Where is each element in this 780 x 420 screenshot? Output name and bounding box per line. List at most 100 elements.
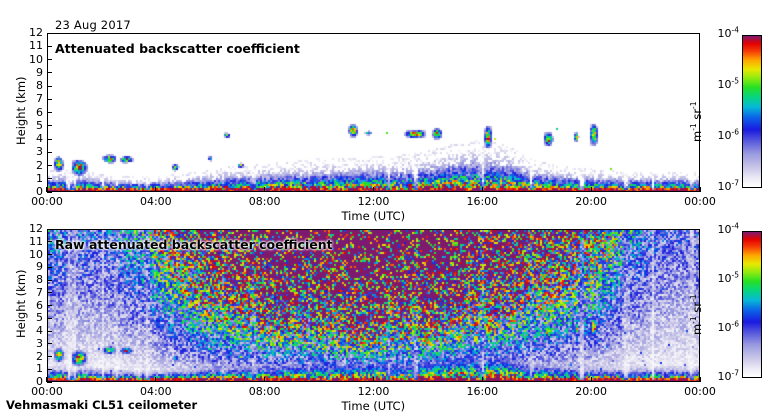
- upper-panel-heatmap: [48, 34, 699, 191]
- lower-panel-heatmap: [48, 230, 699, 381]
- x-tick-label: 16:00: [466, 195, 499, 208]
- y-tick-mark: [47, 228, 52, 230]
- lower-colorbar-unit-wrap: m-1 sr-1: [689, 294, 731, 349]
- y-tick-mark: [47, 343, 52, 345]
- x-tick-mark: [155, 187, 157, 192]
- y-tick-label: 6: [36, 298, 43, 312]
- y-tick-mark: [47, 279, 52, 281]
- y-tick-mark: [47, 356, 52, 358]
- y-tick-label: 8: [36, 273, 43, 286]
- y-tick-mark: [47, 85, 52, 87]
- y-tick-mark: [47, 266, 52, 268]
- y-tick-label: 2: [36, 349, 43, 363]
- upper-panel-x-axis-label: Time (UTC): [341, 209, 406, 223]
- y-tick-mark: [47, 125, 52, 127]
- y-tick-label: 10: [29, 52, 43, 66]
- x-tick-mark: [264, 187, 266, 192]
- y-tick-mark: [47, 178, 52, 180]
- x-tick-label: 00:00: [31, 385, 63, 398]
- colorbar-tick-exponent: -6: [731, 319, 739, 329]
- y-tick-label: 3: [36, 145, 43, 159]
- colorbar-tick-mantissa: 10: [717, 78, 732, 91]
- x-tick-label: 04:00: [139, 385, 172, 398]
- y-tick-label: 12: [29, 222, 43, 235]
- colorbar-tick-label: 10-7: [702, 178, 739, 193]
- y-tick-mark: [47, 165, 52, 167]
- y-tick-label: 3: [36, 336, 43, 350]
- x-tick-mark: [372, 377, 375, 382]
- colorbar-tick-label: 10-5: [702, 271, 739, 285]
- y-tick-mark: [47, 317, 52, 319]
- x-tick-label: 08:00: [248, 385, 281, 398]
- x-tick-mark: [46, 187, 48, 192]
- x-tick-label: 12:00: [357, 385, 390, 398]
- y-tick-mark: [47, 330, 52, 332]
- upper-panel-plot-area: [47, 33, 700, 192]
- colorbar-tick-label: 10-4: [702, 221, 739, 236]
- colorbar-tick-mantissa: 10: [717, 129, 732, 142]
- x-tick-mark: [264, 377, 266, 382]
- lower-panel-x-axis-label: Time (UTC): [341, 399, 406, 413]
- y-tick-mark: [47, 305, 52, 307]
- x-tick-mark: [699, 377, 701, 382]
- x-tick-label: 00:00: [31, 195, 63, 208]
- colorbar-tick-mantissa: 10: [717, 272, 732, 285]
- x-tick-label: 00:00: [684, 385, 716, 398]
- y-tick-mark: [47, 112, 52, 114]
- colorbar-tick-label: 10-6: [702, 128, 739, 142]
- colorbar-tick-label: 10-5: [702, 77, 739, 91]
- x-tick-label: 16:00: [466, 385, 499, 398]
- y-tick-label: 10: [29, 247, 43, 261]
- y-tick-label: 5: [36, 118, 43, 132]
- lower-colorbar-unit-label: m-1 sr-1: [689, 293, 704, 335]
- colorbar-tick-label: 10-4: [702, 26, 739, 40]
- upper-colorbar: [742, 35, 762, 188]
- y-tick-label: 2: [36, 158, 43, 172]
- y-tick-mark: [47, 59, 52, 61]
- y-tick-mark: [47, 32, 52, 34]
- x-tick-label: 00:00: [684, 195, 716, 208]
- colorbar-tick-mantissa: 10: [717, 321, 732, 334]
- x-tick-label: 08:00: [248, 195, 281, 208]
- y-tick-mark: [47, 72, 52, 74]
- colorbar-tick-exponent: -4: [731, 221, 739, 231]
- colorbar-tick-exponent: -7: [731, 178, 739, 188]
- lower-colorbar: [742, 231, 762, 378]
- y-tick-label: 4: [36, 324, 43, 337]
- y-tick-label: 11: [29, 39, 43, 53]
- y-tick-mark: [47, 368, 52, 370]
- y-tick-mark: [47, 381, 52, 383]
- x-tick-mark: [372, 187, 375, 192]
- colorbar-tick-mantissa: 10: [717, 370, 732, 383]
- colorbar-tick-label: 10-7: [702, 369, 739, 383]
- y-tick-label: 4: [36, 132, 43, 145]
- colorbar-tick-mantissa: 10: [717, 180, 732, 193]
- x-tick-mark: [590, 187, 592, 192]
- y-tick-label: 1: [36, 171, 43, 185]
- colorbar-unit-steradian-exponent: -1: [689, 293, 699, 302]
- y-tick-mark: [47, 45, 52, 47]
- y-tick-mark: [47, 191, 52, 193]
- x-tick-mark: [46, 377, 48, 382]
- upper-panel-y-ticks: 0 1 2 3 4 5 6 7 8 9 10 11 12: [0, 0, 52, 420]
- colorbar-tick-mantissa: 10: [717, 27, 732, 40]
- y-tick-label: 7: [36, 285, 43, 299]
- lower-panel-plot-area: [47, 229, 700, 382]
- x-tick-label: 20:00: [575, 195, 607, 208]
- y-tick-mark: [47, 292, 52, 294]
- y-tick-label: 8: [36, 79, 43, 92]
- y-tick-label: 0: [36, 185, 43, 198]
- y-tick-label: 12: [29, 26, 43, 39]
- y-tick-label: 0: [36, 375, 43, 388]
- y-tick-label: 5: [36, 311, 43, 325]
- figure-caption: Vehmasmaki CL51 ceilometer: [6, 398, 198, 412]
- x-tick-mark: [699, 187, 701, 192]
- y-tick-label: 11: [29, 234, 43, 248]
- y-tick-mark: [47, 254, 52, 256]
- y-tick-mark: [47, 98, 52, 100]
